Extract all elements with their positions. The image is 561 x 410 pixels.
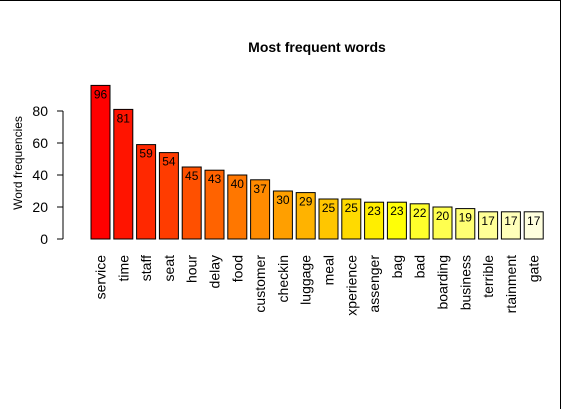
y-tick-label: 20: [32, 199, 48, 215]
category-label-service: service: [93, 255, 109, 300]
data-label-terrible: 17: [481, 214, 495, 228]
bar-gate: [523, 211, 544, 240]
bar-terrible: [478, 211, 499, 240]
y-axis: 0 20 40 60 80: [32, 103, 64, 247]
bar-service: [90, 84, 111, 240]
category-label-checkin: checkin: [275, 255, 291, 302]
data-label-food: 40: [231, 177, 245, 191]
y-tick-label: 40: [32, 167, 48, 183]
data-label-hour: 45: [185, 169, 199, 183]
data-label-luggage: 29: [299, 195, 313, 209]
bar-time: [113, 108, 134, 240]
data-label-checkin: 30: [276, 193, 290, 207]
bar-staff: [136, 144, 157, 240]
data-label-passenger: 23: [367, 204, 381, 218]
bar-checkin: [272, 190, 293, 240]
bar-delay: [204, 169, 225, 240]
data-label-bad: 22: [413, 206, 427, 220]
category-label-passenger: assenger: [366, 255, 382, 313]
data-label-service: 96: [94, 87, 108, 101]
bar-food: [227, 174, 248, 240]
bar-business: [455, 208, 476, 240]
data-label-staff: 59: [139, 147, 153, 161]
category-label-bad: bad: [412, 255, 428, 278]
data-label-business: 19: [459, 211, 473, 225]
category-label-seat: seat: [161, 255, 177, 282]
category-label-food: food: [229, 255, 245, 282]
data-label-meal: 25: [322, 201, 336, 215]
y-tick-label: 60: [32, 135, 48, 151]
data-labels: 96 81 59 54 45 43 40 37 30 29 25 25 23 23 22 20 19 17 17 17: [94, 87, 541, 227]
bar-meal: [318, 198, 339, 240]
category-label-staff: staff: [138, 255, 154, 281]
data-label-bag: 23: [390, 204, 404, 218]
data-label-time: 81: [117, 111, 131, 125]
category-label-gate: gate: [526, 255, 542, 282]
y-tick-label: 0: [40, 231, 48, 247]
category-label-terrible: terrible: [480, 255, 496, 298]
category-label-experience: xperience: [343, 255, 359, 316]
y-tick-label: 80: [32, 103, 48, 119]
data-label-boarding: 20: [436, 209, 450, 223]
bar-bag: [386, 201, 407, 240]
bar-luggage: [295, 192, 316, 240]
category-label-delay: delay: [207, 255, 223, 288]
bar-passenger: [364, 201, 385, 240]
chart-title: Most frequent words: [248, 39, 386, 55]
bar-customer: [250, 179, 271, 240]
category-label-business: business: [457, 255, 473, 310]
category-label-customer: customer: [252, 255, 268, 313]
category-label-hour: hour: [184, 255, 200, 283]
bar-bad: [409, 203, 430, 240]
data-label-gate: 17: [527, 214, 541, 228]
bar-seat: [158, 152, 179, 240]
category-label-luggage: luggage: [298, 255, 314, 305]
category-label-boarding: boarding: [435, 255, 451, 310]
y-axis-label: Word frequencies: [11, 116, 25, 210]
bar-experience: [341, 198, 362, 240]
data-label-seat: 54: [162, 155, 176, 169]
data-label-customer: 37: [253, 182, 267, 196]
bars: [90, 84, 544, 240]
category-labels: service time staff seat hour delay food custome…: [93, 255, 542, 316]
bar-entertainment: [500, 211, 521, 240]
category-label-entertainment: rtainment: [503, 255, 519, 313]
bar-boarding: [432, 206, 453, 240]
data-label-entertainment: 17: [504, 214, 518, 228]
data-label-experience: 25: [345, 201, 359, 215]
bar-hour: [181, 166, 202, 240]
data-label-delay: 43: [208, 172, 222, 186]
category-label-bag: bag: [389, 255, 405, 278]
category-label-time: time: [115, 255, 131, 282]
category-label-meal: meal: [321, 255, 337, 285]
